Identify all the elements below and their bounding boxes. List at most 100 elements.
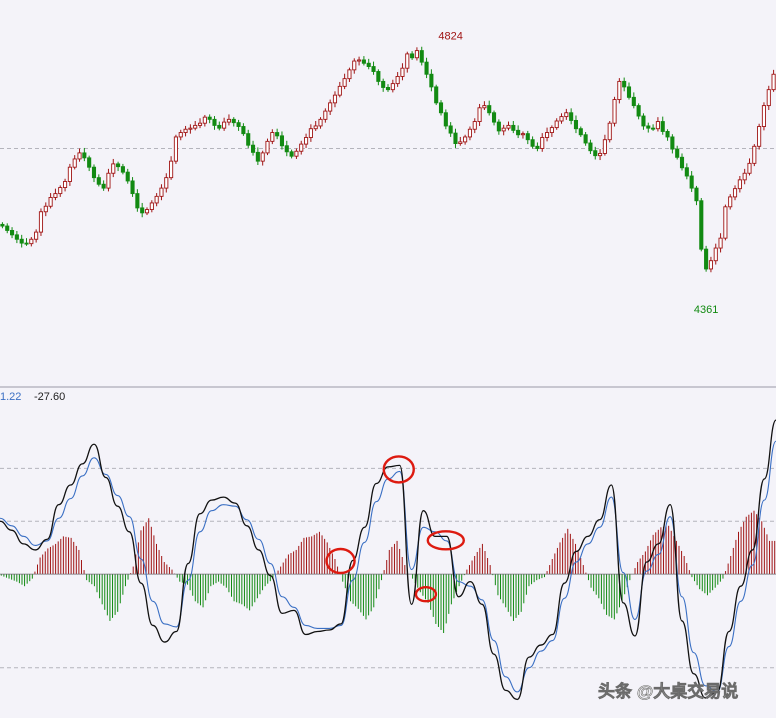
candle-up — [294, 150, 299, 157]
candle-up — [405, 53, 410, 69]
candle-down — [487, 105, 492, 114]
candle-down — [424, 61, 429, 75]
candle-up — [323, 110, 328, 120]
candle-up — [752, 145, 757, 164]
legend-dif-value: -27.60 — [34, 391, 65, 403]
candle-up — [328, 102, 333, 112]
candle-down — [573, 119, 579, 130]
candle-down — [525, 133, 530, 141]
candle-up — [357, 59, 362, 62]
candle-up — [111, 163, 116, 174]
candle-up — [154, 195, 159, 204]
candle-up — [67, 166, 72, 182]
candle-down — [87, 157, 92, 168]
candle-up — [617, 80, 622, 101]
candle-up — [144, 209, 150, 214]
candle-down — [429, 73, 434, 88]
candle-down — [438, 102, 444, 114]
candle-up — [545, 132, 550, 138]
candle-up — [72, 158, 77, 168]
candle-up — [265, 140, 270, 154]
candle-down — [236, 122, 241, 127]
candle-down — [694, 187, 699, 202]
candle-down — [443, 112, 448, 127]
candle-up — [299, 143, 304, 152]
candle-down — [14, 234, 19, 240]
candle-down — [361, 59, 366, 64]
candle-up — [38, 211, 44, 233]
candle-up — [723, 206, 728, 239]
candle-up — [467, 128, 472, 138]
candle-down — [689, 175, 694, 189]
candle-up — [708, 260, 713, 270]
candle-down — [255, 151, 260, 162]
candle-down — [212, 118, 217, 126]
candle-down — [583, 134, 588, 144]
candle-up — [742, 172, 747, 181]
candle-up — [559, 116, 564, 122]
candle-down — [665, 130, 670, 138]
candle-down — [448, 125, 453, 134]
candle-down — [217, 124, 222, 129]
candle-down — [453, 132, 458, 145]
candle-up — [308, 128, 313, 138]
candle-up — [193, 124, 198, 129]
candle-up — [757, 126, 762, 147]
candle-down — [699, 200, 704, 250]
highlight-circle — [382, 455, 415, 484]
candle-up — [188, 127, 193, 130]
candle-down — [569, 112, 574, 121]
candle-up — [43, 205, 48, 213]
candle-down — [140, 207, 145, 214]
watermark: 头条 @大桌交易说 — [598, 681, 738, 701]
candle-up — [337, 85, 342, 96]
candle-up — [164, 177, 169, 189]
candle-up — [318, 118, 323, 127]
candle-down — [135, 193, 140, 209]
candle-up — [713, 247, 718, 262]
candle-up — [607, 122, 612, 141]
candle-up — [718, 237, 723, 249]
high-label: 4824 — [438, 31, 462, 43]
candle-down — [24, 242, 29, 245]
candle-up — [766, 89, 771, 107]
candle-down — [679, 156, 685, 169]
candle-down — [207, 116, 212, 120]
candle-up — [29, 238, 34, 245]
candle-up — [506, 124, 511, 129]
candle-down — [284, 145, 289, 153]
candle-down — [419, 50, 424, 63]
candle-up — [313, 125, 318, 130]
candle-up — [655, 121, 660, 130]
candle-up — [183, 128, 188, 133]
candle-down — [631, 96, 636, 107]
candle-up — [390, 83, 395, 91]
candle-up — [352, 60, 357, 71]
candle-down — [675, 148, 680, 158]
candle-down — [96, 177, 101, 185]
candle-down — [101, 183, 106, 189]
candle-down — [82, 152, 87, 159]
candle-down — [434, 86, 439, 104]
candle-up — [482, 105, 487, 109]
candle-down — [660, 121, 665, 132]
candle-up — [458, 141, 463, 144]
candle-down — [381, 80, 386, 88]
candle-down — [622, 80, 627, 88]
candle-down — [246, 133, 251, 146]
candle-up — [304, 137, 309, 145]
candle-up — [63, 181, 68, 188]
candle-up — [222, 121, 227, 129]
candle-up — [540, 137, 545, 149]
candle-up — [520, 133, 526, 136]
highlight-circle — [325, 547, 356, 575]
candle-down — [593, 150, 598, 157]
candle-down — [626, 86, 632, 98]
candle-up — [58, 187, 63, 195]
candle-up — [226, 118, 231, 123]
candle-down — [684, 167, 689, 177]
candle-up — [472, 121, 477, 130]
candle-down — [241, 126, 246, 135]
candle-down — [636, 105, 641, 117]
candle-down — [279, 135, 285, 147]
